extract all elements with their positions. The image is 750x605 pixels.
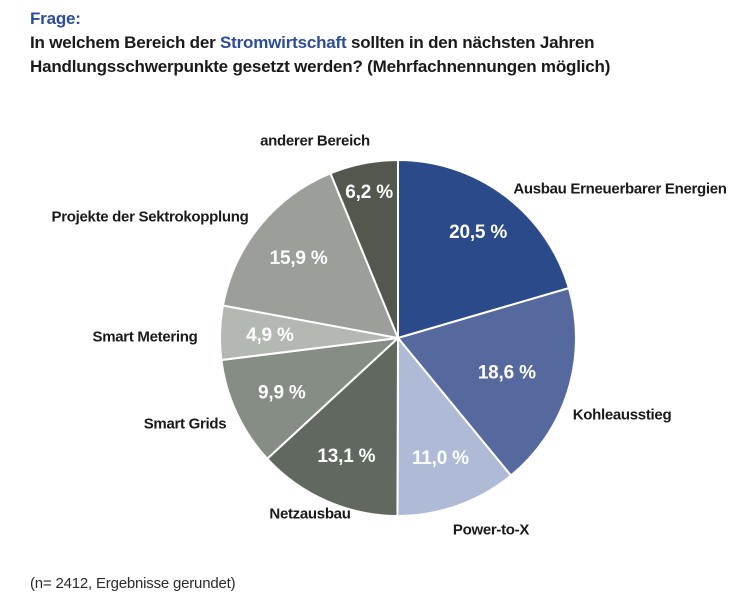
category-label-netzausbau: Netzausbau xyxy=(269,505,350,522)
category-label-ausbau-erneuerbarer-energien: Ausbau Erneuerbarer Energien xyxy=(513,180,726,197)
question-prefix-label: Frage: xyxy=(30,9,81,28)
question-line-1: In welchem Bereich der Stromwirtschaft s… xyxy=(30,31,690,55)
value-label-anderer-bereich: 6,2 % xyxy=(345,182,393,203)
question-line-2: Handlungsschwerpunkte gesetzt werden? (M… xyxy=(30,57,611,76)
category-label-kohleausstieg: Kohleausstieg xyxy=(573,406,672,423)
category-label-anderer-bereich: anderer Bereich xyxy=(260,132,370,149)
pie-slice-anderer-bereich xyxy=(329,159,399,339)
value-label-smart-grids: 9,9 % xyxy=(258,383,306,404)
category-label-power-to-x: Power-to-X xyxy=(453,521,529,538)
question-text-post: sollten in den nächsten Jahren xyxy=(346,33,595,52)
category-label-smart-grids: Smart Grids xyxy=(144,415,227,432)
pie-slice-power-to-x xyxy=(396,337,512,518)
title-block: Frage: In welchem Bereich der Stromwirts… xyxy=(30,7,690,79)
question-highlight: Stromwirtschaft xyxy=(220,33,347,52)
pie-slice-ausbau-erneuerbarer-energien xyxy=(397,159,570,339)
pie-slice-netzausbau xyxy=(266,337,399,517)
category-label-projekte-der-sektrokopplung: Projekte der Sektrokopplung xyxy=(52,208,249,225)
value-label-ausbau-erneuerbarer-energien: 20,5 % xyxy=(449,222,507,243)
pie-slice-projekte-der-sektrokopplung xyxy=(221,172,399,339)
value-label-kohleausstieg: 18,6 % xyxy=(478,362,536,383)
category-label-smart-metering: Smart Metering xyxy=(93,328,198,345)
pie-slice-smart-grids xyxy=(220,337,399,460)
value-label-netzausbau: 13,1 % xyxy=(317,446,375,467)
value-label-projekte-der-sektrokopplung: 15,9 % xyxy=(270,248,328,269)
value-label-power-to-x: 11,0 % xyxy=(412,448,469,469)
question-text-pre: In welchem Bereich der xyxy=(30,33,221,52)
value-label-smart-metering: 4,9 % xyxy=(246,325,294,346)
sample-size-note: (n= 2412, Ergebnisse gerundet) xyxy=(30,575,236,592)
pie-slice-kohleausstieg xyxy=(397,287,577,477)
